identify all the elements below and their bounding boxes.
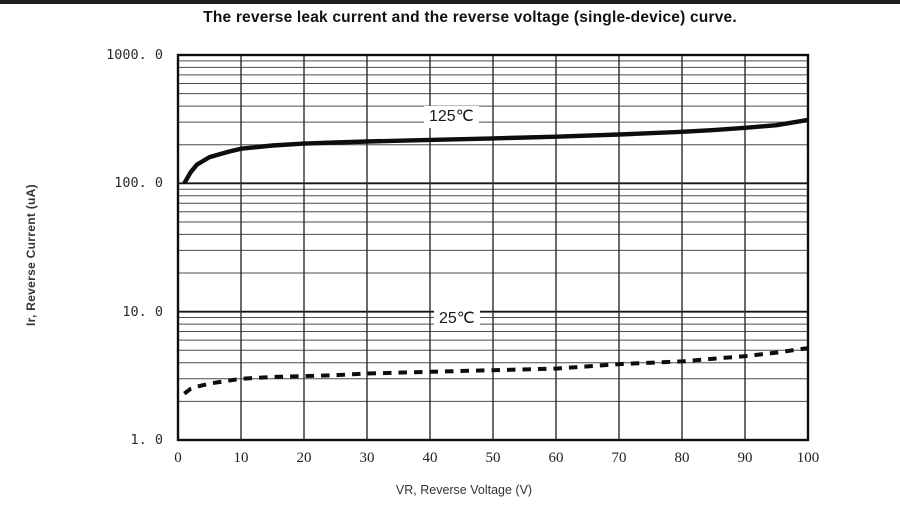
x-tick-label: 20 [296,450,312,466]
x-tick-label: 10 [233,450,249,466]
curve-125c [182,117,809,185]
x-tick-label: 50 [485,450,501,466]
x-tick-label: 90 [737,450,753,466]
chart-title: The reverse leak current and the reverse… [203,9,737,26]
x-tick-label: 70 [611,450,627,466]
x-tick-label: 80 [674,450,690,466]
x-tick-label: 0 [174,450,182,466]
x-axis-title: VR, Reverse Voltage (V) [395,483,533,497]
x-tick-label: 40 [422,450,438,466]
x-tick-label: 60 [548,450,564,466]
plot-border [176,53,810,442]
y-axis-title: Ir, Reverse Current (uA) [24,184,38,326]
top-border-bar [0,0,900,4]
series-label-25c: 25℃ [434,308,480,330]
y-tick-label: 1000. 0 [106,47,163,63]
series-label-125c: 125℃ [424,106,479,128]
y-tick-label: 1. 0 [130,432,163,448]
y-tick-label: 100. 0 [114,175,163,192]
grid-lines [177,54,809,441]
x-tick-label: 30 [359,450,375,466]
curve-25c [183,346,809,396]
y-tick-label: 10. 0 [122,303,163,320]
x-tick-label: 100 [796,450,820,466]
